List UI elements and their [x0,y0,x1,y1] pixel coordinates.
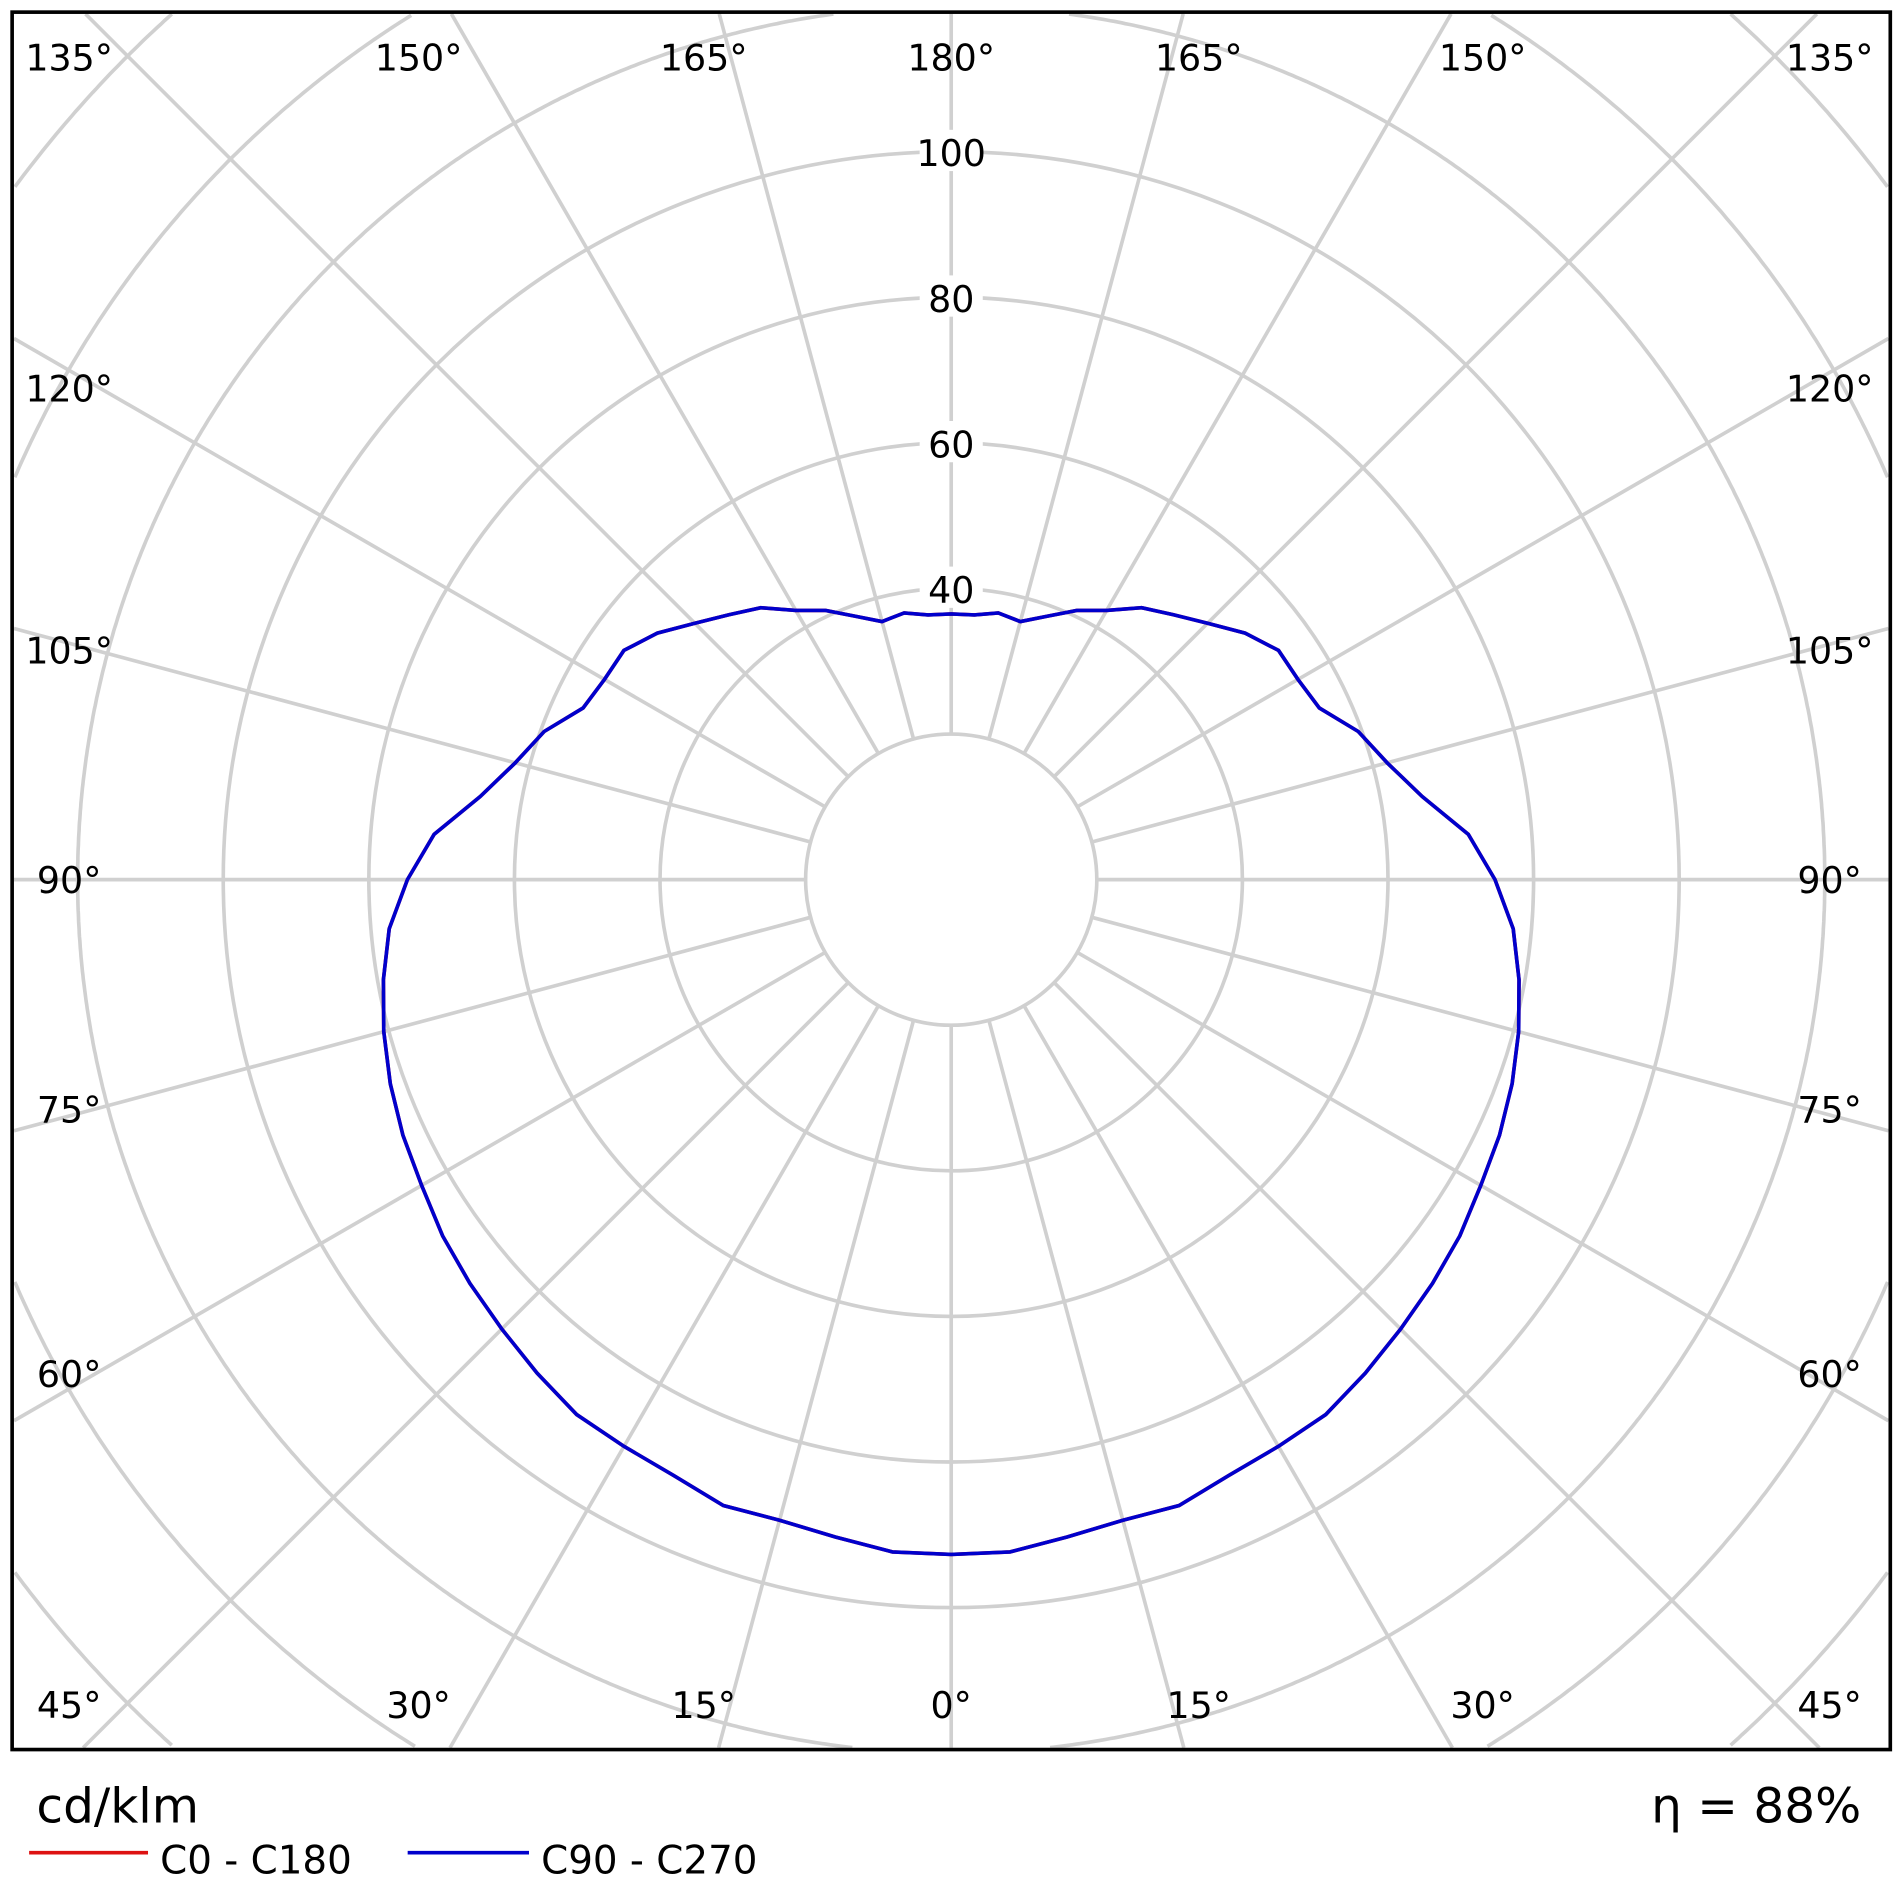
grid-ring [13,13,413,479]
grid-ring [75,12,853,1750]
ring-label: 60 [928,423,974,466]
angle-label: 135° [1786,36,1874,79]
grid-spoke [1091,626,1889,844]
efficiency-label: η = 88% [1651,1778,1861,1834]
grid-spoke [449,13,880,755]
grid-ring [1729,1571,1889,1747]
angle-label: 165° [660,36,748,79]
angle-label: 45° [1797,1684,1861,1727]
grid-ring [1729,12,1889,188]
grid [13,12,1890,1750]
grid-spoke [1022,13,1453,755]
plot-frame [10,10,1893,1752]
angle-label: 30° [1450,1684,1514,1727]
grid-spoke [1052,12,1819,778]
angle-label: 60° [37,1353,101,1396]
legend-label-c90: C90 - C270 [541,1838,757,1883]
unit-label: cd/klm [36,1778,199,1834]
grid-ring [1486,1281,1890,1748]
grid-spoke [13,950,827,1423]
grid-spoke [13,626,812,844]
angle-label: 30° [386,1684,450,1727]
grid-ring [803,732,1099,1028]
grid-spoke [1076,950,1890,1423]
angle-label: 150° [375,36,463,79]
grid-spoke [716,1019,916,1749]
angle-label: 135° [25,36,113,79]
grid-ring [1490,13,1890,479]
angle-label: 120° [1786,368,1874,411]
angle-label: 0° [931,1684,972,1727]
grid-spoke [1076,336,1890,809]
ring-labels: 40 60 80 100 [916,129,986,612]
grid-spoke [13,915,812,1133]
angle-label: 15° [671,1684,735,1727]
ring-label: 100 [916,132,985,175]
grid-ring [13,1571,174,1747]
angle-label: 150° [1439,36,1527,79]
grid-spoke [448,1004,880,1749]
angle-label: 105° [1786,630,1874,673]
angle-label: 165° [1155,36,1243,79]
grid-ring [13,1281,416,1748]
angle-labels: 45° 30° 15° 0° 15° 30° 45° 135° 150° 165° 180° 165°… [25,36,1873,1727]
grid-spoke [84,12,850,778]
angle-label: 60° [1797,1353,1861,1396]
grid-spoke [987,1019,1186,1749]
angle-label: 105° [25,630,113,673]
grid-spoke [717,13,916,740]
angle-label: 120° [25,368,113,411]
grid-spoke [13,336,827,809]
angle-label: 75° [37,1088,101,1131]
angle-label: 90° [1797,859,1861,902]
angle-label: 15° [1166,1684,1230,1727]
angle-label: 90° [37,859,101,902]
ring-label: 80 [928,278,974,321]
grid-spoke [987,13,1185,740]
ring-label: 40 [928,569,974,612]
curves [381,605,1521,1557]
angle-label: 180° [907,36,995,79]
grid-ring [1049,12,1827,1750]
angle-label: 75° [1797,1088,1861,1131]
grid-spoke [1022,1004,1454,1749]
grid-spoke [1091,915,1889,1133]
angle-label: 45° [37,1684,101,1727]
legend-label-c0: C0 - C180 [160,1838,352,1883]
grid-ring [13,12,174,188]
series-curve-1 [381,605,1521,1557]
grid-spoke [81,981,850,1750]
grid-spoke [1052,981,1821,1750]
